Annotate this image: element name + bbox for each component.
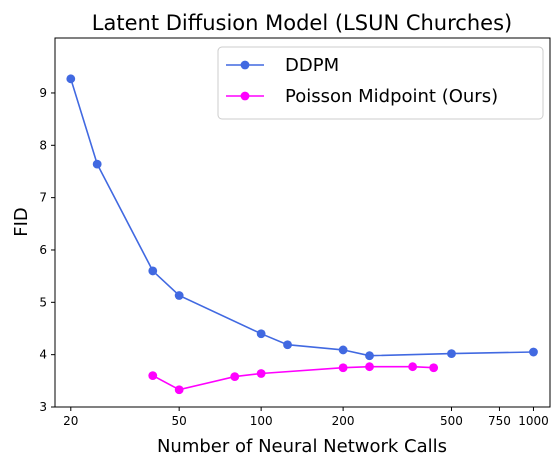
- series-1-point: [283, 340, 292, 350]
- y-tick-label: 6: [39, 243, 47, 257]
- series-2-point: [230, 372, 240, 382]
- x-axis-title: Number of Neural Network Calls: [157, 436, 447, 457]
- x-tick-label: 200: [332, 414, 355, 428]
- x-tick-label: 1000: [518, 414, 549, 428]
- series-1-point: [447, 349, 456, 359]
- y-tick-label: 3: [39, 400, 47, 414]
- y-axis: 3 4 5 6 7 8 9: [39, 86, 55, 414]
- y-tick-label: 7: [39, 191, 47, 205]
- series-1-point: [256, 329, 266, 339]
- y-axis-title: FID: [11, 207, 32, 237]
- series-1-line: [70, 78, 534, 357]
- legend-label-2: Poisson Midpoint (Ours): [285, 86, 498, 107]
- x-tick-label: 100: [250, 414, 273, 428]
- series-2-point: [365, 362, 374, 372]
- chart-title: Latent Diffusion Model (LSUN Churches): [92, 11, 512, 35]
- series-2-point: [148, 371, 158, 380]
- x-tick-label: 20: [63, 414, 78, 428]
- series-2-point: [174, 385, 184, 395]
- y-tick-label: 9: [39, 86, 47, 100]
- series-2-point: [338, 363, 348, 373]
- x-tick-label: 750: [488, 414, 511, 428]
- series-2-point: [256, 369, 266, 378]
- legend: DDPM Poisson Midpoint (Ours): [217, 46, 544, 120]
- series-1-point: [174, 291, 184, 300]
- legend-marker-1: [240, 60, 250, 70]
- series-1-point: [338, 345, 348, 355]
- series-1-point: [66, 74, 76, 84]
- legend-marker-2: [240, 91, 250, 101]
- series-2-point: [429, 363, 439, 373]
- plot-frame: [54, 37, 551, 408]
- series-1-point: [529, 347, 538, 357]
- series-2-point: [408, 362, 418, 372]
- x-tick-label: 50: [172, 414, 187, 428]
- legend-box: [217, 46, 544, 120]
- y-tick-label: 8: [39, 138, 47, 152]
- y-tick-label: 5: [39, 295, 47, 309]
- plot-area: [66, 74, 538, 395]
- series-1-point: [148, 266, 158, 276]
- x-axis: 20 50 100 200 500 750 1000: [63, 407, 549, 428]
- series-1-point: [92, 159, 102, 169]
- series-2-line: [152, 365, 434, 391]
- x-tick-label: 500: [440, 414, 463, 428]
- legend-label-1: DDPM: [285, 55, 339, 76]
- y-tick-label: 4: [39, 348, 47, 362]
- series-1-point: [365, 351, 374, 361]
